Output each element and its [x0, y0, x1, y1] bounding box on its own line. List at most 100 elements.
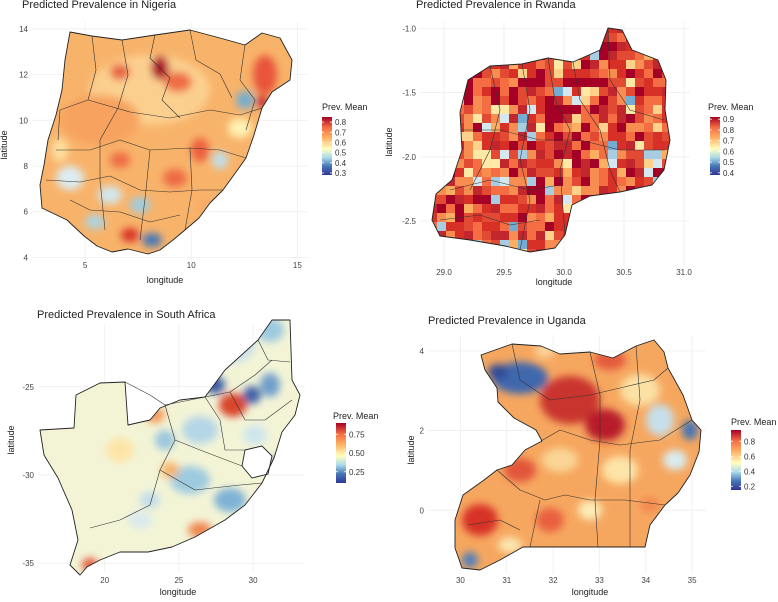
raster-cell [608, 159, 617, 168]
raster-cell [509, 195, 518, 204]
raster-cell [545, 69, 554, 78]
raster-cell [572, 186, 581, 195]
raster-cell [432, 141, 437, 150]
raster-cell [473, 42, 482, 51]
raster-cell [527, 105, 536, 114]
y-tick-label: -1.5 [402, 89, 416, 98]
legend-tick-label: 0.9 [723, 115, 735, 124]
raster-cell [572, 240, 581, 249]
raster-cell [599, 96, 608, 105]
raster-cell [662, 87, 670, 96]
raster-cell [455, 87, 464, 96]
raster-cell [527, 96, 536, 105]
raster-cell [482, 186, 491, 195]
raster-cell [527, 78, 536, 87]
raster-cell [599, 141, 608, 150]
raster-cell [500, 240, 509, 249]
raster-cell [644, 60, 653, 69]
raster-cell [608, 123, 617, 132]
raster-cell [635, 51, 644, 60]
raster-cell [432, 69, 437, 78]
y-tick-label: 2 [420, 427, 425, 436]
raster-cell [482, 87, 491, 96]
panel-rwanda: Predicted Prevalence in Rwanda 29.0 29.5 3… [384, 0, 753, 287]
raster-cell [671, 87, 680, 96]
prevalence-surface-uganda [455, 340, 701, 570]
raster-cell [635, 105, 644, 114]
legend-tick-label: 0.6 [723, 147, 735, 156]
raster-cell [626, 51, 635, 60]
raster-cell [653, 132, 662, 141]
raster-cell [536, 60, 545, 69]
x-tick-label: 30.5 [616, 268, 632, 277]
raster-cell [608, 186, 617, 195]
raster-cell [518, 177, 527, 186]
y-tick-label: -2.0 [402, 153, 416, 162]
legend-tick-label: 0.7 [335, 128, 347, 137]
raster-cell [432, 51, 437, 60]
raster-cell [653, 33, 662, 42]
raster-cell [599, 60, 608, 69]
raster-cell [464, 150, 473, 159]
raster-cell [473, 222, 482, 231]
x-axis-label: longitude [536, 277, 573, 287]
raster-cell [644, 159, 653, 168]
axes-south-africa: 20 25 30 -25 -30 -35 longitude latitude Prev. Me… [6, 383, 378, 597]
raster-cell [491, 42, 500, 51]
raster-cell [437, 42, 446, 51]
raster-cell [491, 213, 500, 222]
raster-cell [473, 33, 482, 42]
raster-cell [617, 240, 626, 249]
raster-cell [545, 150, 554, 159]
raster-cell [455, 141, 464, 150]
raster-cell [635, 78, 644, 87]
raster-cell [536, 96, 545, 105]
raster-cell [662, 78, 670, 87]
raster-cell [518, 195, 527, 204]
raster-cell [608, 78, 617, 87]
raster-cell [653, 168, 662, 177]
raster-cell [572, 168, 581, 177]
raster-cell [617, 168, 626, 177]
raster-cell [653, 123, 662, 132]
raster-cell [662, 159, 670, 168]
raster-cell [626, 141, 635, 150]
raster-cell [482, 114, 491, 123]
raster-cell [545, 132, 554, 141]
raster-cell [482, 159, 491, 168]
raster-cell [482, 42, 491, 51]
raster-cell [671, 150, 680, 159]
raster-cell [545, 204, 554, 213]
raster-cell [554, 87, 563, 96]
raster-cell [437, 60, 446, 69]
raster-cell [590, 123, 599, 132]
raster-cell [446, 222, 455, 231]
raster-cell [617, 150, 626, 159]
raster-cell [644, 213, 653, 222]
raster-cell [491, 51, 500, 60]
raster-cell [455, 69, 464, 78]
legend-tick-label: 0.4 [744, 467, 756, 476]
raster-cell [446, 159, 455, 168]
raster-cell [432, 42, 437, 51]
raster-cell [599, 78, 608, 87]
raster-cell [644, 78, 653, 87]
raster-cell [617, 42, 626, 51]
legend-tick-label: 0.5 [723, 158, 735, 167]
raster-cell [473, 249, 482, 252]
raster-cell [536, 195, 545, 204]
raster-cell [581, 249, 590, 252]
raster-cell [572, 195, 581, 204]
raster-cell [455, 105, 464, 114]
raster-cell [671, 195, 680, 204]
panel-uganda: Predicted Prevalence in Uganda [406, 315, 776, 597]
raster-cell [554, 195, 563, 204]
raster-cell [653, 114, 662, 123]
raster-cell [644, 231, 653, 240]
raster-cell [527, 51, 536, 60]
raster-cell [581, 213, 590, 222]
raster-cell [491, 204, 500, 213]
x-tick-label: 33 [595, 576, 604, 585]
raster-cell [653, 105, 662, 114]
